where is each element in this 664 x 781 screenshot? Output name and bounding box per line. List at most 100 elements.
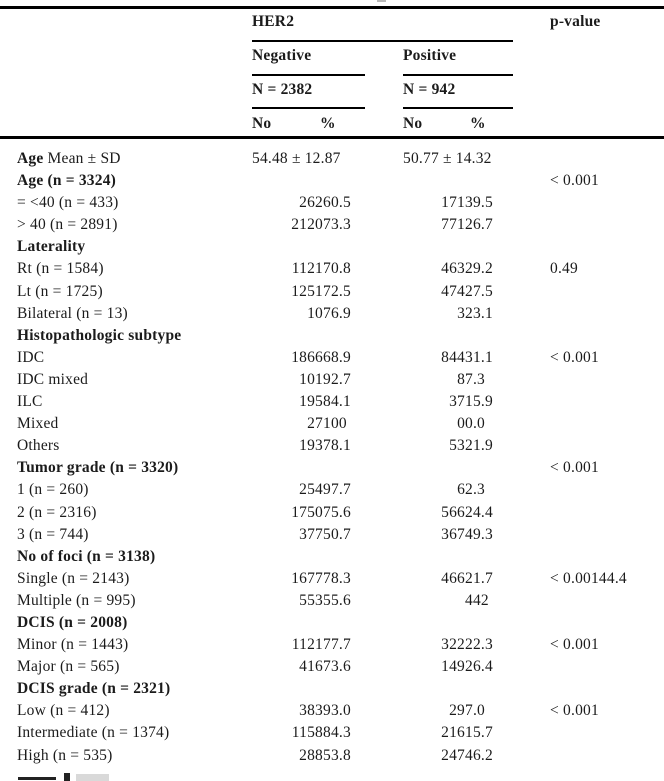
table-row: Minor (n = 1443) 1121 77.7 322 22.3 < 0.001 [17,634,664,656]
table-row: = <40 (n = 433) 262 60.5 171 39.5 [17,192,664,214]
pct-negative-cell: 50.7 [323,525,351,543]
pct-positive-cell: 7.3 [465,370,485,388]
table-row: Major (n = 565) 416 73.6 149 26.4 [17,656,664,678]
no-negative-cell [252,546,323,568]
column-header-positive: Positive [403,47,457,64]
table-row: Lt (n = 1725) 1251 72.5 474 27.5 [17,281,664,303]
column-header-negative: Negative [252,47,312,64]
no-negative-cell: 383 [299,702,323,720]
column-header-pct-negative: % [320,115,336,132]
p-value-cell [550,502,664,524]
pct-negative-cell: 73.3 [323,216,351,234]
pct-negative-cell: 97.7 [323,481,351,499]
table-row: Low (n = 412) 383 93.0 29 7.0 < 0.001 [17,700,664,722]
pct-positive-cell: 2.3 [465,481,485,499]
no-negative-cell: 1121 [291,260,323,278]
pct-positive-cell: 15.9 [465,393,493,411]
p-value-cell [550,745,664,767]
p-value-cell: < 0.001 [550,702,599,720]
row-label: Minor (n = 1443) [17,636,129,654]
p-value-cell [550,479,664,501]
table-row: Bilateral (n = 13) 10 76.9 3 23.1 [17,303,664,325]
no-negative-cell [252,678,323,700]
row-label: No of foci (n = 3138) [17,547,156,565]
p-value-cell [550,524,664,546]
no-negative-cell: 416 [299,658,323,676]
p-value-cell [550,391,664,413]
pct-negative-cell [323,236,403,258]
row-label: Multiple (n = 995) [17,591,136,609]
no-positive-cell: 466 [441,569,466,587]
table-row: High (n = 535) 288 53.8 247 46.2 [17,745,664,767]
table-row: 3 (n = 744) 377 50.7 367 49.3 [17,524,664,546]
table-row: IDC 1866 68.9 844 31.1 < 0.001 [17,347,664,369]
pct-positive-cell [465,678,550,700]
no-positive-cell: 771 [441,216,466,234]
row-label: Laterality [17,238,86,256]
no-positive-cell: 171 [441,194,466,212]
pct-positive-cell [465,612,550,634]
p-value-cell [550,612,664,634]
no-negative-cell [252,612,323,634]
pct-positive-cell: 15.7 [465,724,493,742]
table-row: ILC 195 84.1 37 15.9 [17,391,664,413]
no-positive-cell: 53 [449,437,466,455]
row-label: 1 (n = 260) [17,481,89,499]
positive-n-underline [403,107,513,109]
no-negative-cell [252,170,323,192]
no-negative-cell [252,457,323,479]
no-positive-cell: 844 [441,348,466,366]
pct-positive-cell: 26.4 [465,658,493,676]
statistics-table: Age Mean ± SD 54.48 ± 12.87 50.77 ± 14.32 A… [17,148,664,767]
p-value-cell [550,325,664,347]
positive-underline [403,74,513,76]
pct-positive-cell: 27.5 [465,282,493,300]
table-row: Laterality [17,236,664,258]
row-label: Low (n = 412) [17,702,110,720]
no-positive-cell [403,678,465,700]
pct-negative-cell: 92.7 [323,370,351,388]
negative-n-underline [252,107,365,109]
pct-negative-cell: 100 [323,415,347,433]
no-negative-cell: 2120 [291,216,323,234]
row-label: High (n = 535) [17,746,113,764]
row-label: DCIS grade (n = 2321) [17,680,171,698]
p-value-cell: < 0.001 [550,172,599,190]
body-rows: Age Mean ± SD 54.48 ± 12.87 50.77 ± 14.32 A… [17,148,664,767]
pct-positive-cell [465,170,550,192]
p-value-cell [550,192,664,214]
table-row: IDC mixed 101 92.7 8 7.3 [17,369,664,391]
pct-positive-cell: 31.1 [465,348,493,366]
p-value-cell [550,148,664,170]
no-negative-cell [252,325,323,347]
pct-negative-cell: 53.8 [323,746,351,764]
no-positive-cell: 566 [441,503,466,521]
pct-positive-cell: 29.2 [465,260,493,278]
pct-negative-cell [323,546,403,568]
clipped-row-highlight-fragment [76,774,109,781]
pct-positive-cell: 0.0 [465,415,485,433]
row-label: > 40 (n = 2891) [17,216,118,234]
no-positive-cell: 6 [457,481,466,499]
row-label: IDC mixed [17,370,89,388]
pct-negative-cell: 78.3 [323,569,351,587]
no-positive-cell: 322 [441,636,466,654]
pct-positive-cell: 49.3 [465,525,493,543]
pct-negative-cell [323,325,403,347]
pct-positive-cell: 21.9 [465,437,493,455]
row-label: Mixed [17,415,59,433]
pct-positive-cell: 21.7 [465,569,493,587]
pct-negative-cell: 70.8 [323,260,351,278]
pct-negative-cell: 93.0 [323,702,351,720]
p-value-cell [550,303,664,325]
table-row: 2 (n = 2316) 1750 75.6 566 24.4 [17,502,664,524]
table-top-rule [0,6,664,9]
p-value-cell: < 0.00144.4 [550,569,627,587]
p-value-cell [550,722,664,744]
no-positive-cell: 474 [441,282,466,300]
row-label: ILC [17,393,43,411]
row-label: IDC [17,348,45,366]
pct-negative-cell: 77.7 [323,636,351,654]
no-positive-cell: 149 [441,658,466,676]
table-row: No of foci (n = 3138) [17,546,664,568]
